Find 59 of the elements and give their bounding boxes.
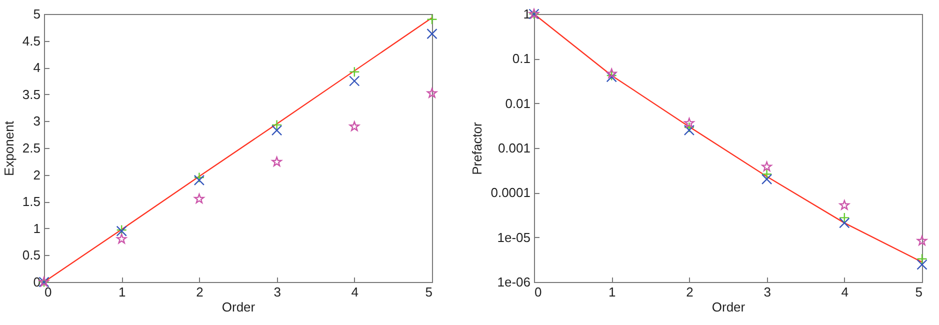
point xyxy=(349,76,360,86)
x-tick-label: 1 xyxy=(608,284,616,300)
y-tick-label: 0.1 xyxy=(512,51,530,66)
y-tick-label: 3.5 xyxy=(22,86,40,102)
point xyxy=(839,218,850,228)
y-tick-label: 0.5 xyxy=(22,248,40,263)
y-tick-label: 0.01 xyxy=(505,96,530,111)
point xyxy=(272,156,282,166)
point xyxy=(761,168,772,180)
point xyxy=(194,172,205,183)
y-axis-title: Prefactor xyxy=(470,121,485,175)
x-tick-label: 5 xyxy=(915,284,922,300)
point xyxy=(271,124,282,136)
y-tick-label: 1.5 xyxy=(22,194,40,210)
point xyxy=(839,200,850,210)
point xyxy=(761,174,772,185)
point xyxy=(116,234,127,244)
y-tick-label: 2 xyxy=(33,167,40,182)
point xyxy=(426,14,438,25)
x-tick-label: 0 xyxy=(534,284,542,300)
x-tick-label: 2 xyxy=(686,284,694,300)
y-tick-label: 1e-06 xyxy=(497,274,530,290)
point xyxy=(684,122,695,133)
y-tick-label: 5 xyxy=(33,6,40,22)
x-tick-label: 1 xyxy=(118,284,126,300)
x-axis-title: Order xyxy=(712,300,746,314)
y-tick-label: 1e-05 xyxy=(497,230,530,245)
point xyxy=(426,88,438,98)
y-tick-label: 1 xyxy=(33,220,40,236)
x-tick-label: 0 xyxy=(44,284,52,300)
x-tick-label: 2 xyxy=(196,284,204,300)
y-tick-label: 4 xyxy=(33,60,40,76)
point xyxy=(839,212,850,224)
y-tick-label: 0.001 xyxy=(498,140,530,156)
point xyxy=(349,121,360,131)
x-tick-label: 3 xyxy=(274,284,281,300)
point xyxy=(916,236,928,246)
y-tick-label: 3 xyxy=(33,114,40,129)
y-tick-label: 2.5 xyxy=(22,140,40,156)
point xyxy=(194,194,204,204)
point xyxy=(194,174,205,186)
point xyxy=(684,124,695,136)
point xyxy=(271,120,282,130)
point xyxy=(762,161,772,172)
point xyxy=(426,28,438,40)
y-tick-label: 1 xyxy=(523,6,530,22)
y-axis-title: Exponent xyxy=(1,120,16,176)
x-tick-label: 5 xyxy=(425,284,432,300)
point xyxy=(916,253,928,264)
point xyxy=(349,66,360,78)
x-axis-title: Order xyxy=(222,300,256,314)
x-tick-label: 3 xyxy=(764,284,771,300)
y-tick-label: 4.5 xyxy=(22,33,40,48)
point xyxy=(684,118,694,128)
y-tick-label: 0.0001 xyxy=(490,185,530,200)
x-tick-label: 4 xyxy=(841,284,849,300)
x-tick-label: 4 xyxy=(351,284,359,300)
point xyxy=(916,259,928,270)
point xyxy=(606,68,617,78)
